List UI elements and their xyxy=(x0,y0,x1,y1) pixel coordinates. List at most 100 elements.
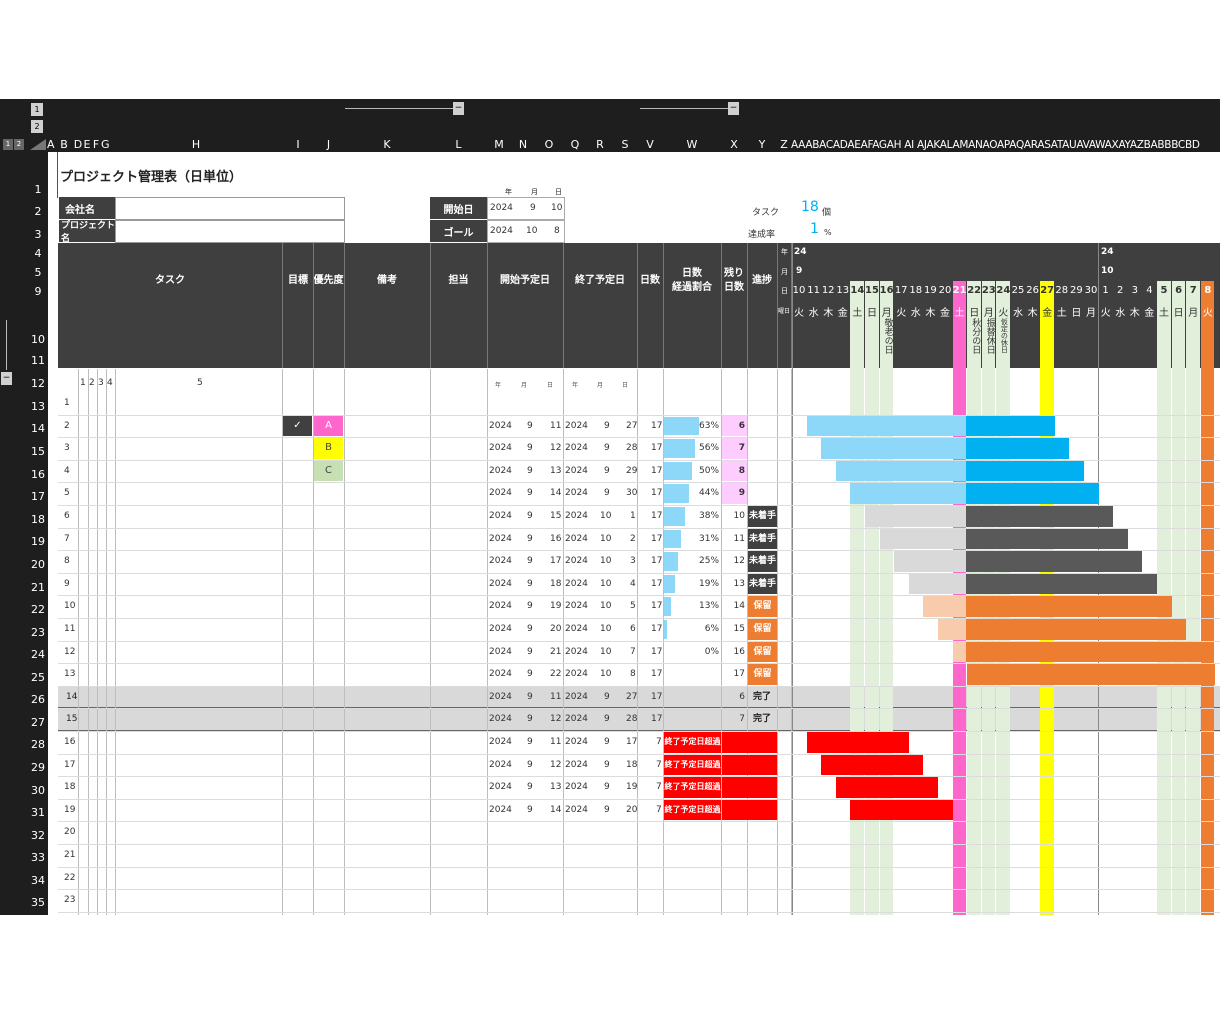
gantt-bar[interactable] xyxy=(850,799,953,821)
row-group-collapse-button[interactable]: − xyxy=(1,372,12,385)
row-number[interactable]: 27 xyxy=(31,716,45,729)
row-number[interactable]: 11 xyxy=(31,354,45,367)
row-number[interactable]: 23 xyxy=(31,626,45,639)
column-letter[interactable]: A xyxy=(47,138,55,151)
column-letter[interactable]: L xyxy=(455,138,462,151)
row-number[interactable]: 12 xyxy=(31,377,45,390)
gantt-bar-remaining[interactable] xyxy=(966,528,1128,550)
gantt-bar-remaining[interactable] xyxy=(966,506,1114,527)
row-number[interactable]: 28 xyxy=(31,738,45,751)
gantt-bar-remaining[interactable] xyxy=(966,483,1099,504)
row-number[interactable]: 30 xyxy=(31,784,45,797)
gantt-bar-elapsed[interactable] xyxy=(865,506,967,527)
gantt-bar-remaining[interactable] xyxy=(966,619,1187,640)
column-letter[interactable]: K xyxy=(383,138,391,151)
column-letter[interactable]: Y xyxy=(758,138,766,151)
start-date-input[interactable]: 2024 9 10 xyxy=(487,197,565,220)
column-letter[interactable]: W xyxy=(686,138,698,151)
gantt-bar-elapsed[interactable] xyxy=(806,415,967,437)
row-number[interactable]: 19 xyxy=(31,535,45,548)
status-badge[interactable]: 未着手 xyxy=(748,528,777,550)
column-letter[interactable]: Q xyxy=(570,138,580,151)
column-letter[interactable]: F xyxy=(92,138,100,151)
gantt-bar-remaining[interactable] xyxy=(966,460,1084,482)
status-badge[interactable]: 保留 xyxy=(748,596,777,617)
column-letter[interactable]: I xyxy=(296,138,300,151)
project-input[interactable] xyxy=(115,220,345,243)
gantt-bar-elapsed[interactable] xyxy=(952,641,967,663)
row-number[interactable]: 20 xyxy=(31,558,45,571)
row-number[interactable]: 10 xyxy=(31,333,45,346)
gantt-bar-elapsed[interactable] xyxy=(908,573,967,595)
row-number[interactable]: 15 xyxy=(31,445,45,458)
gantt-bar-elapsed[interactable] xyxy=(821,438,967,459)
gantt-bar[interactable] xyxy=(806,732,909,753)
gantt-bar-remaining[interactable] xyxy=(966,596,1172,617)
outline-level-1-button[interactable]: 1 xyxy=(31,103,43,116)
gantt-bar-elapsed[interactable] xyxy=(850,483,967,504)
status-badge[interactable]: 保留 xyxy=(748,641,777,663)
gantt-bar-elapsed[interactable] xyxy=(835,460,967,482)
outline-level-2-button[interactable]: 2 xyxy=(31,120,43,133)
goal-date-input[interactable]: 2024 10 8 xyxy=(487,220,565,243)
gantt-bar-remaining[interactable] xyxy=(966,415,1055,437)
gantt-bar-remaining[interactable] xyxy=(966,551,1143,572)
gantt-bar-elapsed[interactable] xyxy=(938,619,967,640)
status-badge[interactable]: 未着手 xyxy=(748,506,777,527)
row-number[interactable]: 14 xyxy=(31,422,45,435)
row-number[interactable]: 25 xyxy=(31,671,45,684)
priority-badge[interactable]: A xyxy=(314,415,343,437)
column-letter[interactable]: M xyxy=(494,138,504,151)
status-badge[interactable]: 未着手 xyxy=(748,551,777,572)
gantt-bar-elapsed[interactable] xyxy=(894,551,967,572)
gantt-bar-remaining[interactable] xyxy=(966,573,1157,595)
row-number[interactable]: 18 xyxy=(31,513,45,526)
row-number[interactable]: 35 xyxy=(31,896,45,909)
column-letter[interactable]: S xyxy=(621,138,629,151)
column-letter[interactable]: H xyxy=(191,138,201,151)
row-number[interactable]: 26 xyxy=(31,693,45,706)
priority-badge[interactable]: B xyxy=(314,438,343,459)
row-number[interactable]: 16 xyxy=(31,468,45,481)
column-letter[interactable]: N xyxy=(518,138,528,151)
column-letter[interactable]: E xyxy=(83,138,91,151)
column-letter[interactable]: B xyxy=(60,138,68,151)
gantt-bar-elapsed[interactable] xyxy=(923,596,967,617)
gantt-bar-elapsed[interactable] xyxy=(879,528,967,550)
company-input[interactable] xyxy=(115,197,345,220)
select-all-corner[interactable] xyxy=(30,139,46,150)
row-number[interactable]: 3 xyxy=(34,228,42,241)
column-group-collapse-button[interactable]: − xyxy=(453,102,464,115)
outline-level-2-button[interactable]: 2 xyxy=(14,139,24,150)
column-letter[interactable]: R xyxy=(596,138,604,151)
goal-checkbox[interactable]: ✓ xyxy=(283,415,312,437)
column-letter[interactable]: V xyxy=(646,138,654,151)
column-letter[interactable]: J xyxy=(326,138,331,151)
gantt-bar-remaining[interactable] xyxy=(967,664,1216,685)
gantt-bar-remaining[interactable] xyxy=(966,641,1201,663)
row-number[interactable]: 34 xyxy=(31,874,45,887)
status-badge[interactable]: 保留 xyxy=(748,664,777,685)
priority-badge[interactable]: C xyxy=(314,460,343,482)
row-number[interactable]: 32 xyxy=(31,829,45,842)
column-letter[interactable]: G xyxy=(101,138,110,151)
gantt-bar[interactable] xyxy=(821,754,924,776)
column-letter[interactable]: D xyxy=(73,138,83,151)
row-number[interactable]: 4 xyxy=(34,247,42,260)
column-letter[interactable]: X xyxy=(730,138,738,151)
row-number[interactable]: 1 xyxy=(34,183,42,196)
row-number[interactable]: 2 xyxy=(34,205,42,218)
row-number[interactable]: 13 xyxy=(31,400,45,413)
status-badge[interactable]: 未着手 xyxy=(748,573,777,595)
gantt-bar[interactable] xyxy=(835,777,938,798)
status-badge[interactable]: 保留 xyxy=(748,619,777,640)
row-number[interactable]: 29 xyxy=(31,761,45,774)
row-number[interactable]: 22 xyxy=(31,603,45,616)
row-number[interactable]: 31 xyxy=(31,806,45,819)
column-letter[interactable]: Z xyxy=(780,138,788,151)
row-number[interactable]: 21 xyxy=(31,581,45,594)
row-number[interactable]: 9 xyxy=(34,285,42,298)
outline-level-1-button[interactable]: 1 xyxy=(3,139,13,150)
column-letter[interactable]: O xyxy=(544,138,554,151)
column-group-collapse-button[interactable]: − xyxy=(728,102,739,115)
